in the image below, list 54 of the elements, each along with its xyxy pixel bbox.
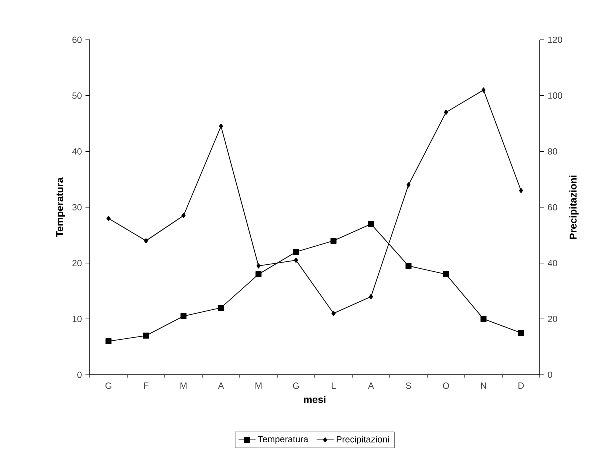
x-tick-label: S bbox=[406, 382, 412, 390]
y-tick-label: 10 bbox=[72, 316, 82, 322]
y2-tick-label: 100 bbox=[548, 92, 562, 100]
point bbox=[106, 338, 112, 344]
point bbox=[182, 213, 186, 218]
y-tick-label: 50 bbox=[72, 92, 82, 100]
point bbox=[218, 305, 224, 311]
y2-tick-label: 0 bbox=[548, 372, 552, 378]
y2-tick-label: 80 bbox=[548, 148, 558, 155]
x-tick-label: G bbox=[106, 382, 112, 390]
x-tick-label: G bbox=[293, 382, 300, 390]
legend-label: Temperatura bbox=[258, 436, 309, 444]
y-tick-label: 20 bbox=[72, 260, 82, 267]
x-tick-label: A bbox=[368, 382, 374, 389]
y2-tick-label: 60 bbox=[548, 204, 558, 211]
y-tick-label: 40 bbox=[72, 148, 82, 155]
point bbox=[443, 272, 450, 278]
y2-tick-label: 40 bbox=[548, 260, 558, 267]
y-tick-label: 0 bbox=[78, 372, 82, 378]
y2-axis-title: Precipitazioni bbox=[570, 176, 579, 240]
point bbox=[256, 272, 262, 278]
point bbox=[518, 330, 524, 336]
y-axis-title: Temperatura bbox=[56, 178, 66, 238]
point bbox=[519, 188, 524, 194]
y-tick-label: 30 bbox=[72, 204, 82, 211]
point bbox=[332, 310, 336, 316]
point bbox=[294, 258, 298, 264]
point bbox=[406, 263, 412, 270]
x-tick-label: N bbox=[481, 382, 486, 389]
point bbox=[482, 88, 486, 93]
point bbox=[369, 294, 374, 300]
x-tick-label: M bbox=[256, 382, 262, 389]
x-tick-label: L bbox=[332, 382, 336, 389]
y2-tick-label: 120 bbox=[548, 36, 562, 44]
y-tick-label: 60 bbox=[72, 36, 82, 44]
point bbox=[106, 216, 111, 222]
x-tick-label: A bbox=[218, 382, 224, 389]
x-tick-label: O bbox=[443, 382, 450, 390]
x-tick-label: D bbox=[518, 382, 524, 389]
y2-tick-label: 20 bbox=[548, 316, 558, 322]
point bbox=[144, 238, 148, 244]
point bbox=[444, 110, 448, 116]
point bbox=[219, 124, 224, 130]
point bbox=[330, 238, 337, 244]
x-axis-title: mesi bbox=[304, 396, 326, 404]
x-tick-label: M bbox=[180, 382, 187, 389]
point bbox=[180, 313, 187, 320]
point bbox=[143, 332, 150, 339]
point bbox=[256, 264, 261, 269]
x-tick-label: F bbox=[144, 382, 149, 389]
point bbox=[406, 182, 411, 188]
point bbox=[293, 249, 300, 256]
point bbox=[480, 316, 487, 322]
legend-label: Precipitazioni bbox=[337, 436, 390, 444]
